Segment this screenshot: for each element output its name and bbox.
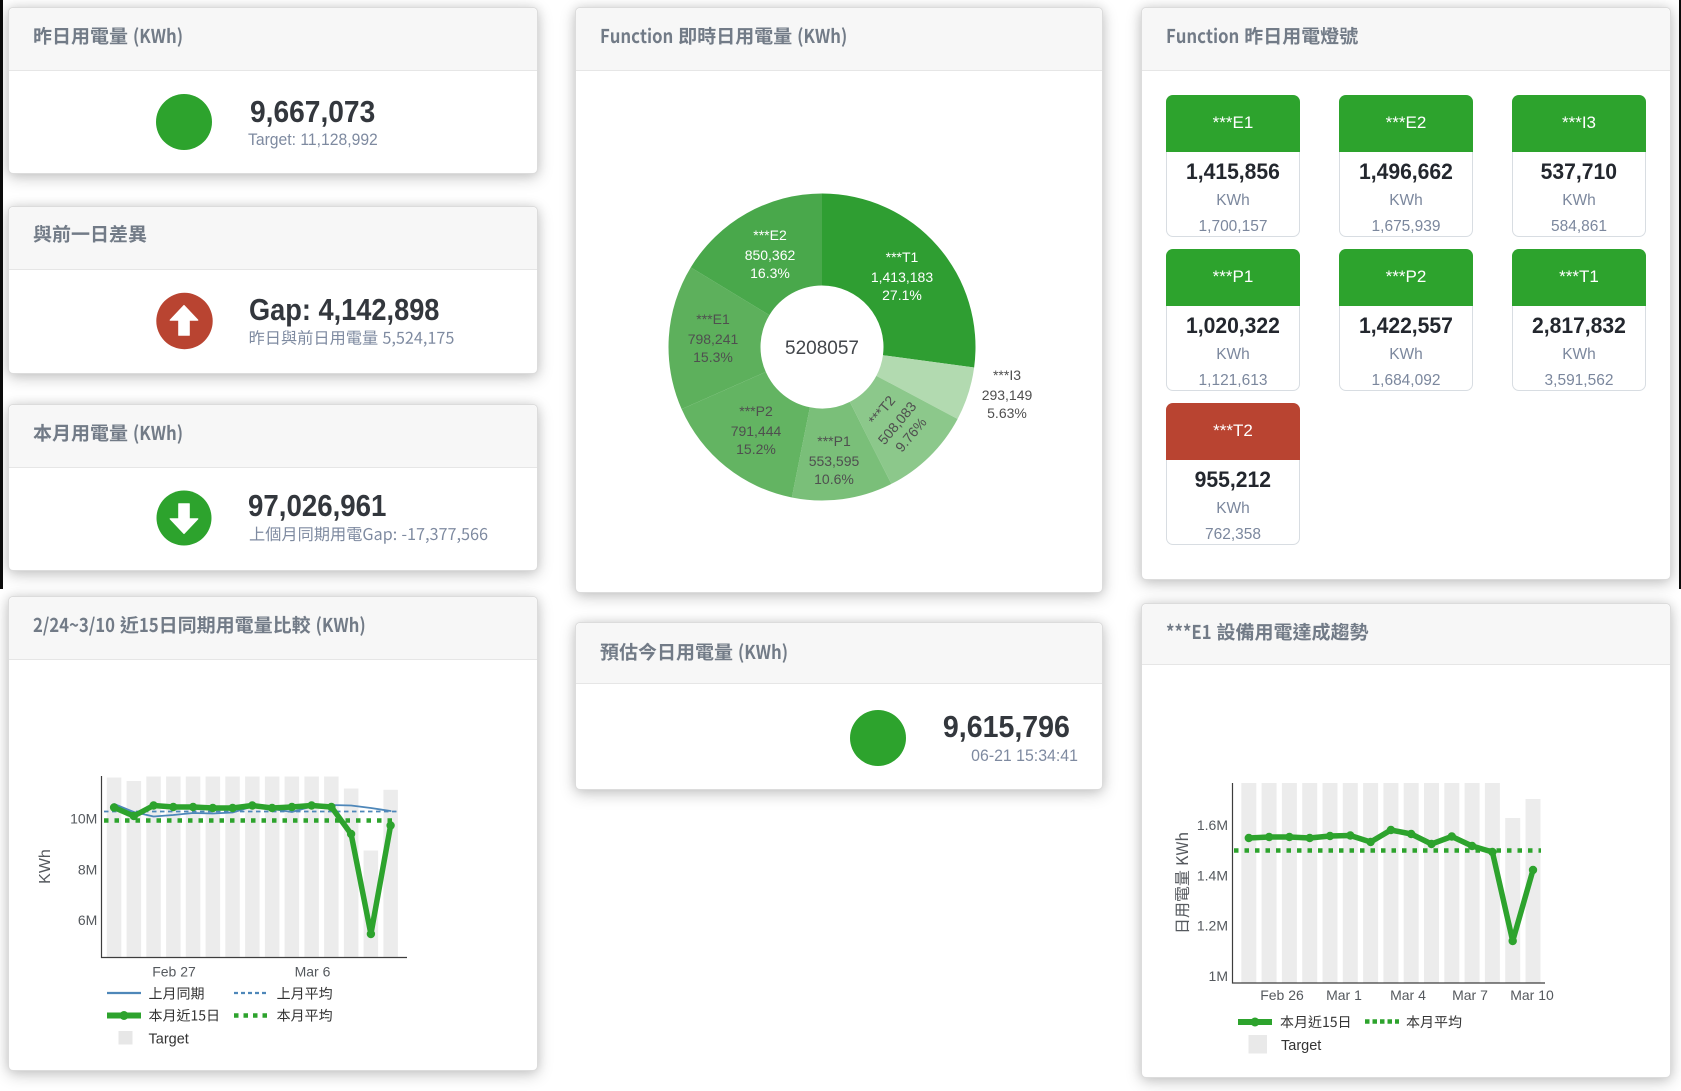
- svg-text:1M: 1M: [1209, 968, 1228, 984]
- svg-text:1.4M: 1.4M: [1197, 867, 1228, 883]
- svg-text:15.2%: 15.2%: [736, 441, 776, 457]
- svg-text:553,595: 553,595: [809, 453, 860, 469]
- svg-text:293,149: 293,149: [982, 387, 1033, 403]
- svg-text:27.1%: 27.1%: [882, 287, 922, 303]
- svg-text:1,413,183: 1,413,183: [871, 269, 933, 285]
- svg-text:16.3%: 16.3%: [750, 265, 790, 281]
- svg-text:1.2M: 1.2M: [1197, 918, 1228, 934]
- svg-text:Mar 4: Mar 4: [1390, 987, 1426, 1003]
- svg-text:***T1: ***T1: [886, 249, 919, 265]
- svg-text:1.6M: 1.6M: [1197, 817, 1228, 833]
- svg-text:5.63%: 5.63%: [987, 405, 1027, 421]
- svg-text:Mar 6: Mar 6: [295, 964, 331, 980]
- svg-text:798,241: 798,241: [688, 331, 739, 347]
- svg-text:15.3%: 15.3%: [693, 349, 733, 365]
- svg-text:Mar 7: Mar 7: [1452, 987, 1488, 1003]
- svg-text:Mar 1: Mar 1: [1326, 987, 1362, 1003]
- svg-text:***P1: ***P1: [817, 433, 851, 449]
- svg-text:10M: 10M: [70, 811, 97, 827]
- svg-text:***P2: ***P2: [739, 403, 773, 419]
- svg-text:Target: Target: [149, 1032, 189, 1048]
- svg-text:8M: 8M: [78, 861, 97, 877]
- svg-text:***I3: ***I3: [993, 367, 1021, 383]
- svg-text:10.6%: 10.6%: [814, 471, 854, 487]
- svg-text:Mar 10: Mar 10: [1510, 987, 1554, 1003]
- svg-text:***E2: ***E2: [753, 227, 787, 243]
- svg-text:5208057: 5208057: [785, 338, 859, 359]
- svg-text:Feb 27: Feb 27: [152, 964, 196, 980]
- svg-text:***E1: ***E1: [696, 311, 730, 327]
- svg-text:Target: Target: [1281, 1038, 1321, 1054]
- svg-text:850,362: 850,362: [745, 247, 796, 263]
- svg-text:KWh: KWh: [37, 849, 54, 884]
- svg-text:6M: 6M: [78, 912, 97, 928]
- svg-text:Feb 26: Feb 26: [1260, 987, 1304, 1003]
- svg-text:791,444: 791,444: [731, 423, 782, 439]
